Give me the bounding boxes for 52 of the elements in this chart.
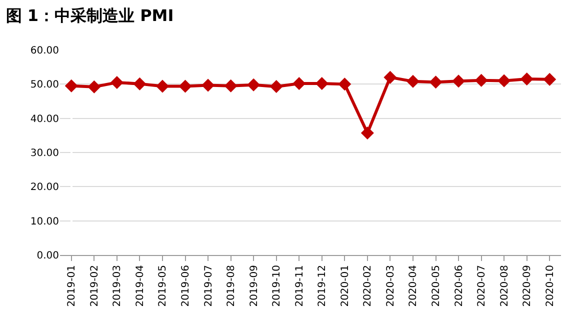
point: [498, 74, 511, 88]
x-tick-label: 2019-07: [203, 265, 214, 307]
point: [384, 70, 397, 84]
x-tick-label: 2019-06: [180, 265, 192, 307]
x-tick-label: 2019-08: [226, 265, 238, 307]
x-tick-label: 2020-08: [499, 265, 510, 307]
x-tick-label: 2019-03: [112, 265, 124, 307]
point: [110, 76, 124, 89]
x-tick-label: 2020-09: [522, 265, 534, 307]
x-tick-label: 2020-10: [544, 265, 556, 307]
point: [406, 74, 420, 88]
x-tick-label: 2019-10: [272, 265, 283, 307]
x-tick-label: 2019-12: [317, 265, 328, 307]
point: [88, 80, 101, 94]
x-tick-label: 2019-01: [66, 265, 78, 307]
point: [178, 80, 192, 93]
point: [474, 74, 488, 87]
x-tick-label: 2020-05: [431, 265, 442, 307]
point: [315, 76, 328, 90]
x-tick-label: 2020-06: [454, 265, 465, 307]
x-tick-label: 2020-02: [362, 265, 374, 307]
x-tick-label: 2020-03: [385, 265, 396, 307]
point: [543, 72, 556, 86]
chart-title: 图 1：中采制造业 PMI: [6, 6, 174, 25]
point: [247, 78, 260, 92]
point: [360, 126, 374, 140]
point: [338, 78, 352, 91]
point: [270, 80, 283, 94]
point: [156, 80, 169, 93]
x-tick-label: 2019-11: [294, 265, 306, 307]
point: [224, 79, 238, 92]
point: [202, 78, 215, 92]
x-tick-label: 2020-07: [476, 265, 488, 307]
y-tick-label: 0.00: [36, 250, 59, 262]
y-tick-label: 30.00: [30, 148, 59, 159]
x-tick-label: 2019-04: [134, 265, 146, 307]
point: [292, 76, 306, 90]
point: [133, 77, 146, 90]
x-tick-label: 2019-05: [158, 265, 169, 307]
x-tick-label: 2019-09: [248, 265, 260, 307]
point: [64, 79, 78, 92]
y-tick-label: 60.00: [30, 46, 59, 56]
point: [429, 76, 442, 89]
x-tick-label: 2019-02: [89, 265, 100, 307]
y-tick-label: 50.00: [30, 80, 59, 91]
y-tick-label: 40.00: [30, 114, 59, 125]
point: [520, 72, 534, 86]
x-tick-label: 2020-04: [408, 265, 420, 307]
x-tick-label: 2020-01: [340, 265, 351, 307]
y-tick-label: 20.00: [30, 182, 59, 194]
point: [452, 74, 466, 88]
y-tick-label: 10.00: [30, 216, 59, 228]
